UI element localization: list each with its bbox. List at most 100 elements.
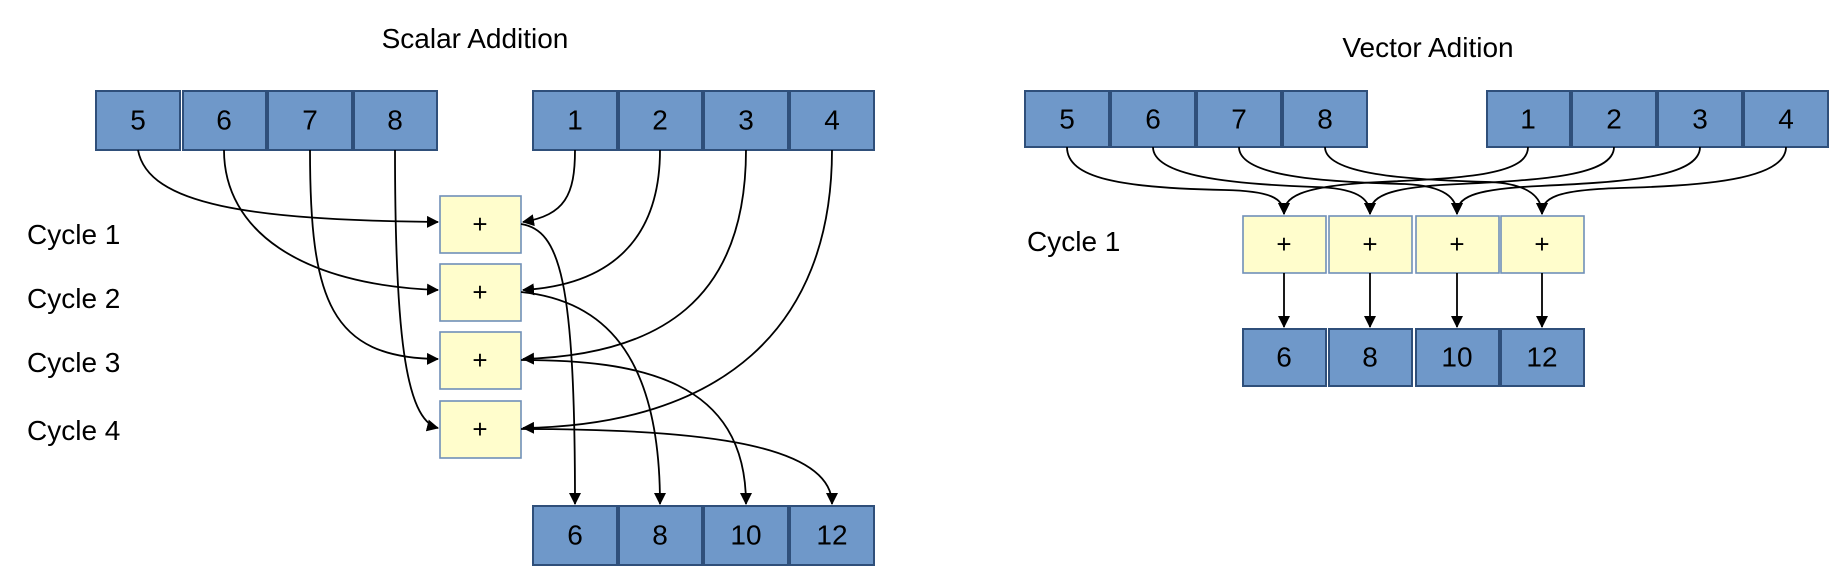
scalar-operand-b-cell: 1 bbox=[532, 90, 618, 151]
scalar-operand-a-cell: 5 bbox=[95, 90, 181, 151]
vector-result-value: 10 bbox=[1441, 342, 1472, 373]
scalar-result-value: 12 bbox=[816, 520, 847, 551]
scalar-arrow bbox=[309, 149, 439, 365]
scalar-operand-a-value: 7 bbox=[302, 105, 318, 136]
scalar-adder: + bbox=[439, 400, 522, 459]
vector-results: 6 8 10 12 bbox=[1242, 328, 1585, 387]
scalar-operand-a-value: 8 bbox=[387, 105, 403, 136]
vector-operand-a-cell: 5 bbox=[1024, 90, 1110, 148]
scalar-arrow bbox=[223, 149, 439, 296]
vector-operand-a-cell: 7 bbox=[1196, 90, 1282, 148]
scalar-arrow bbox=[522, 149, 576, 227]
adder-symbol: + bbox=[472, 277, 487, 307]
scalar-adder: + bbox=[439, 195, 522, 254]
scalar-arrow bbox=[137, 149, 439, 228]
scalar-result-cell: 10 bbox=[703, 505, 789, 566]
vector-arrow bbox=[1152, 146, 1376, 215]
vector-result-cell: 6 bbox=[1242, 328, 1327, 387]
vector-result-cell: 12 bbox=[1500, 328, 1585, 387]
scalar-arrow bbox=[520, 359, 752, 505]
scalar-operand-a-cell: 7 bbox=[267, 90, 353, 151]
scalar-cycle-label: Cycle 3 bbox=[27, 347, 120, 378]
vector-result-cell: 8 bbox=[1328, 328, 1413, 387]
scalar-operand-b-cell: 2 bbox=[618, 90, 703, 151]
scalar-arrow bbox=[522, 149, 661, 296]
vector-arrow bbox=[1066, 146, 1290, 215]
scalar-operand-a: 5 6 7 8 bbox=[95, 90, 438, 151]
vector-arrow bbox=[1536, 146, 1787, 215]
vector-operand-a: 5 6 7 8 bbox=[1024, 90, 1368, 148]
scalar-operand-b: 1 2 3 4 bbox=[532, 90, 875, 151]
vector-cycle-label: Cycle 1 bbox=[1027, 226, 1120, 257]
scalar-operand-b-value: 3 bbox=[738, 105, 754, 136]
scalar-arrow bbox=[520, 223, 581, 505]
adder-symbol: + bbox=[1362, 229, 1377, 259]
vector-result-value: 6 bbox=[1276, 342, 1292, 373]
adder-symbol: + bbox=[472, 414, 487, 444]
scalar-cycle-label: Cycle 2 bbox=[27, 283, 120, 314]
scalar-arrow bbox=[522, 149, 747, 365]
vector-result-cell: 10 bbox=[1415, 328, 1500, 387]
scalar-result-cell: 12 bbox=[789, 505, 875, 566]
vector-operand-b-value: 4 bbox=[1778, 104, 1794, 135]
vector-operand-b-value: 3 bbox=[1692, 104, 1708, 135]
vector-result-value: 8 bbox=[1362, 342, 1378, 373]
scalar-result-cell: 6 bbox=[532, 505, 618, 566]
scalar-addition-panel: Scalar Addition 5 6 7 8 1 bbox=[27, 23, 875, 566]
vector-operand-b: 1 2 3 4 bbox=[1486, 90, 1829, 148]
scalar-arrow bbox=[522, 149, 833, 434]
adder-symbol: + bbox=[1534, 229, 1549, 259]
scalar-operand-b-value: 1 bbox=[567, 105, 583, 136]
vector-operand-a-value: 8 bbox=[1317, 104, 1333, 135]
scalar-operand-a-value: 6 bbox=[216, 105, 232, 136]
vector-operand-b-cell: 4 bbox=[1743, 90, 1829, 148]
vector-operand-a-cell: 8 bbox=[1282, 90, 1368, 148]
scalar-operand-b-cell: 4 bbox=[789, 90, 875, 151]
vector-adder: + bbox=[1500, 215, 1585, 274]
scalar-operand-b-value: 4 bbox=[824, 105, 840, 136]
vector-operand-a-value: 7 bbox=[1231, 104, 1247, 135]
vector-arrow bbox=[1451, 146, 1701, 215]
vector-operand-a-value: 5 bbox=[1059, 104, 1075, 135]
vector-result-value: 12 bbox=[1526, 342, 1557, 373]
vector-operand-b-value: 1 bbox=[1520, 104, 1536, 135]
vector-operand-b-value: 2 bbox=[1606, 104, 1622, 135]
scalar-adder: + bbox=[439, 331, 522, 390]
scalar-operand-b-cell: 3 bbox=[703, 90, 789, 151]
adder-symbol: + bbox=[1449, 229, 1464, 259]
scalar-arrow bbox=[394, 149, 439, 432]
vector-adder: + bbox=[1328, 215, 1413, 274]
vector-adder: + bbox=[1415, 215, 1500, 274]
vector-arrow bbox=[1278, 146, 1529, 215]
scalar-operand-a-cell: 6 bbox=[182, 90, 267, 151]
scalar-results: 6 8 10 12 bbox=[532, 505, 875, 566]
vector-operand-b-cell: 1 bbox=[1486, 90, 1571, 148]
scalar-operand-a-value: 5 bbox=[130, 105, 146, 136]
scalar-cycle-label: Cycle 1 bbox=[27, 219, 120, 250]
scalar-arrow bbox=[520, 428, 838, 505]
adder-symbol: + bbox=[472, 209, 487, 239]
adder-symbol: + bbox=[472, 345, 487, 375]
scalar-adder: + bbox=[439, 263, 522, 322]
scalar-result-value: 8 bbox=[652, 520, 668, 551]
vector-operand-b-cell: 3 bbox=[1657, 90, 1743, 148]
adder-symbol: + bbox=[1276, 229, 1291, 259]
vector-title: Vector Adition bbox=[1342, 32, 1513, 63]
vector-arrow bbox=[1324, 146, 1548, 215]
scalar-result-cell: 8 bbox=[618, 505, 703, 566]
scalar-title: Scalar Addition bbox=[382, 23, 569, 54]
vector-adder: + bbox=[1242, 215, 1327, 274]
vector-addition-panel: Vector Adition 5 6 7 8 1 bbox=[1024, 32, 1829, 387]
vector-arrow bbox=[1364, 146, 1615, 215]
vector-operand-a-cell: 6 bbox=[1110, 90, 1196, 148]
scalar-result-value: 6 bbox=[567, 520, 583, 551]
vector-operand-b-cell: 2 bbox=[1571, 90, 1657, 148]
vector-operand-a-value: 6 bbox=[1145, 104, 1161, 135]
scalar-result-value: 10 bbox=[730, 520, 761, 551]
scalar-operand-b-value: 2 bbox=[652, 105, 668, 136]
vector-arrow bbox=[1238, 146, 1463, 215]
scalar-cycle-label: Cycle 4 bbox=[27, 415, 120, 446]
scalar-arrow bbox=[520, 291, 666, 505]
